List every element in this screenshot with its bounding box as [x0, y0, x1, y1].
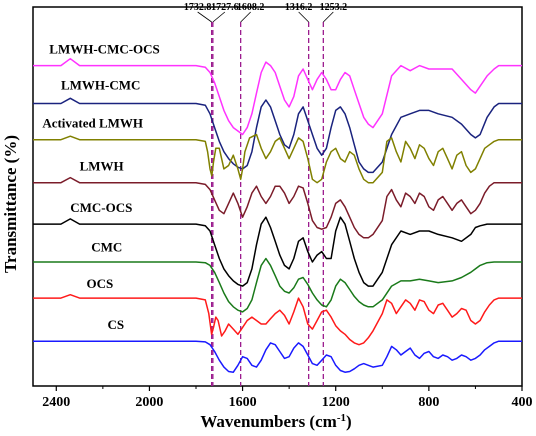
spectrum-line [33, 216, 522, 287]
spectrum-line [33, 97, 522, 174]
y-axis-title: Transmittance (%) [1, 135, 20, 273]
spectrum-line [33, 133, 522, 184]
reference-pointer [212, 11, 226, 23]
series-labels: LMWH-CMC-OCS LMWH-CMC Activated LMWH LMWH CM… [42, 42, 159, 333]
x-tick-label: 1200 [322, 395, 350, 410]
x-axis-title-end: ) [346, 412, 352, 431]
x-tick-label: 800 [418, 395, 439, 410]
series-label: CMC [91, 240, 122, 255]
series-label: CS [108, 317, 125, 332]
x-axis: 2400 2000 1600 1200 800 400 [42, 386, 533, 410]
x-axis-title-superscript: -1 [337, 412, 346, 424]
reference-label: 1608.2 [237, 2, 265, 13]
spectrum-line [33, 293, 522, 346]
series-label: LMWH-CMC [61, 78, 140, 93]
reference-pointer [197, 11, 212, 23]
reference-label: 1316.2 [285, 2, 313, 13]
spectrum-line [33, 57, 522, 136]
plot-area [32, 6, 523, 387]
x-axis-title: Wavenumbers (cm-1) [200, 412, 351, 431]
series-label: LMWH-CMC-OCS [49, 42, 160, 57]
x-tick-label: 1600 [229, 395, 257, 410]
series-label: Activated LMWH [42, 116, 143, 131]
reference-label: 1253.2 [320, 2, 348, 13]
x-axis-title-main: Wavenumbers (cm [200, 412, 336, 431]
spectra-series [33, 57, 522, 373]
plot-frame [32, 6, 523, 387]
reference-label: 1732.8 [184, 2, 212, 13]
x-tick-label: 2400 [42, 395, 70, 410]
series-label: CMC-OCS [70, 200, 132, 215]
reference-pointer [298, 11, 309, 23]
series-label: LMWH [80, 159, 124, 174]
reference-pointer [240, 11, 251, 23]
x-tick-label: 2000 [135, 395, 163, 410]
reference-label: 1727.6 [211, 2, 239, 13]
spectrum-line [33, 176, 522, 239]
reference-pointer [323, 11, 334, 23]
x-tick-label: 400 [512, 395, 533, 410]
spectrum-line [33, 340, 522, 373]
series-label: OCS [87, 276, 114, 291]
spectrum-line [33, 257, 522, 313]
